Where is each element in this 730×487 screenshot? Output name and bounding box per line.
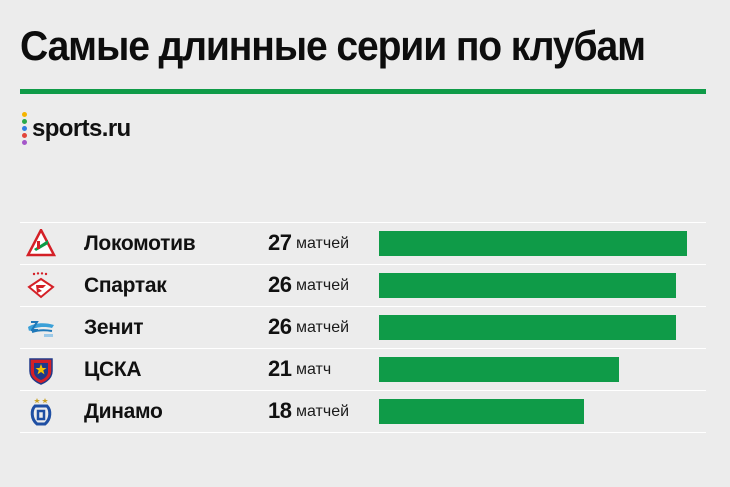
dinamo-logo-icon	[30, 398, 52, 426]
value-label: 26	[268, 314, 292, 339]
bar	[379, 357, 619, 382]
bar	[379, 315, 676, 340]
value-label: 18	[268, 398, 292, 423]
value-label: 27	[268, 230, 292, 255]
brand-dot	[22, 126, 27, 131]
brand-dot	[22, 112, 27, 117]
value-label: 26	[268, 272, 292, 297]
brand-logo: sports.ru	[22, 112, 131, 145]
club-label: Зенит	[84, 316, 144, 339]
bar	[379, 231, 687, 256]
chart-row: Динамо 18 матчей	[20, 390, 706, 433]
brand-dot	[22, 119, 27, 124]
unit-label: матчей	[296, 403, 350, 420]
chart-title: Самые длинные серии по клубам	[20, 22, 646, 69]
chart-row: Зенит 26 матчей	[20, 306, 706, 348]
zenit-logo-icon	[28, 321, 54, 337]
bar-chart: Локомотив 27 матчей Спартак 26 матчей Зе…	[20, 222, 706, 442]
club-label: Локомотив	[84, 232, 196, 255]
bar	[379, 399, 584, 424]
brand-name: sports.ru	[32, 114, 131, 142]
value-label: 21	[268, 356, 292, 381]
unit-label: матчей	[296, 235, 350, 252]
club-label: Спартак	[84, 274, 167, 297]
unit-label: матчей	[296, 277, 350, 294]
cska-logo-icon	[29, 358, 53, 385]
spartak-logo-icon	[27, 272, 55, 299]
unit-label: матчей	[296, 319, 350, 336]
brand-dots-icon	[22, 112, 27, 145]
lokomotiv-logo-icon	[26, 229, 56, 257]
brand-dot	[22, 133, 27, 138]
club-label: ЦСКА	[84, 358, 142, 381]
unit-label: матч	[296, 361, 332, 378]
club-label: Динамо	[84, 400, 163, 423]
bar	[379, 273, 676, 298]
brand-dot	[22, 140, 27, 145]
chart-row: Спартак 26 матчей	[20, 264, 706, 306]
chart-row: Локомотив 27 матчей	[20, 222, 706, 264]
title-divider	[20, 89, 706, 94]
chart-row: ЦСКА 21 матч	[20, 348, 706, 390]
